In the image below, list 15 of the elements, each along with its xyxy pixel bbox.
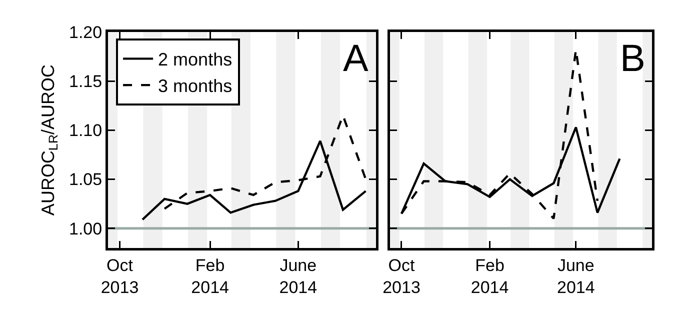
x-tick-label: Oct 2013: [382, 256, 420, 297]
y-tick-label: 1.05: [69, 170, 102, 190]
legend-label: 3 months: [158, 76, 232, 96]
annotation: B: [620, 38, 646, 80]
x-tick-label: Oct 2013: [100, 256, 139, 297]
x-tick-label: Feb 2014: [191, 256, 229, 297]
y-tick-label: 1.00: [69, 219, 102, 238]
y-tick-label: 1.15: [69, 72, 102, 92]
legend-label: 2 months: [158, 50, 232, 70]
x-tick-label: June 2014: [556, 256, 595, 297]
x-tick-label: Feb 2014: [470, 256, 509, 297]
annotation: A: [343, 38, 369, 80]
y-tick-label: 1.20: [69, 22, 102, 42]
x-tick-label: June 2014: [279, 256, 318, 297]
y-tick-label: 1.10: [69, 121, 102, 140]
